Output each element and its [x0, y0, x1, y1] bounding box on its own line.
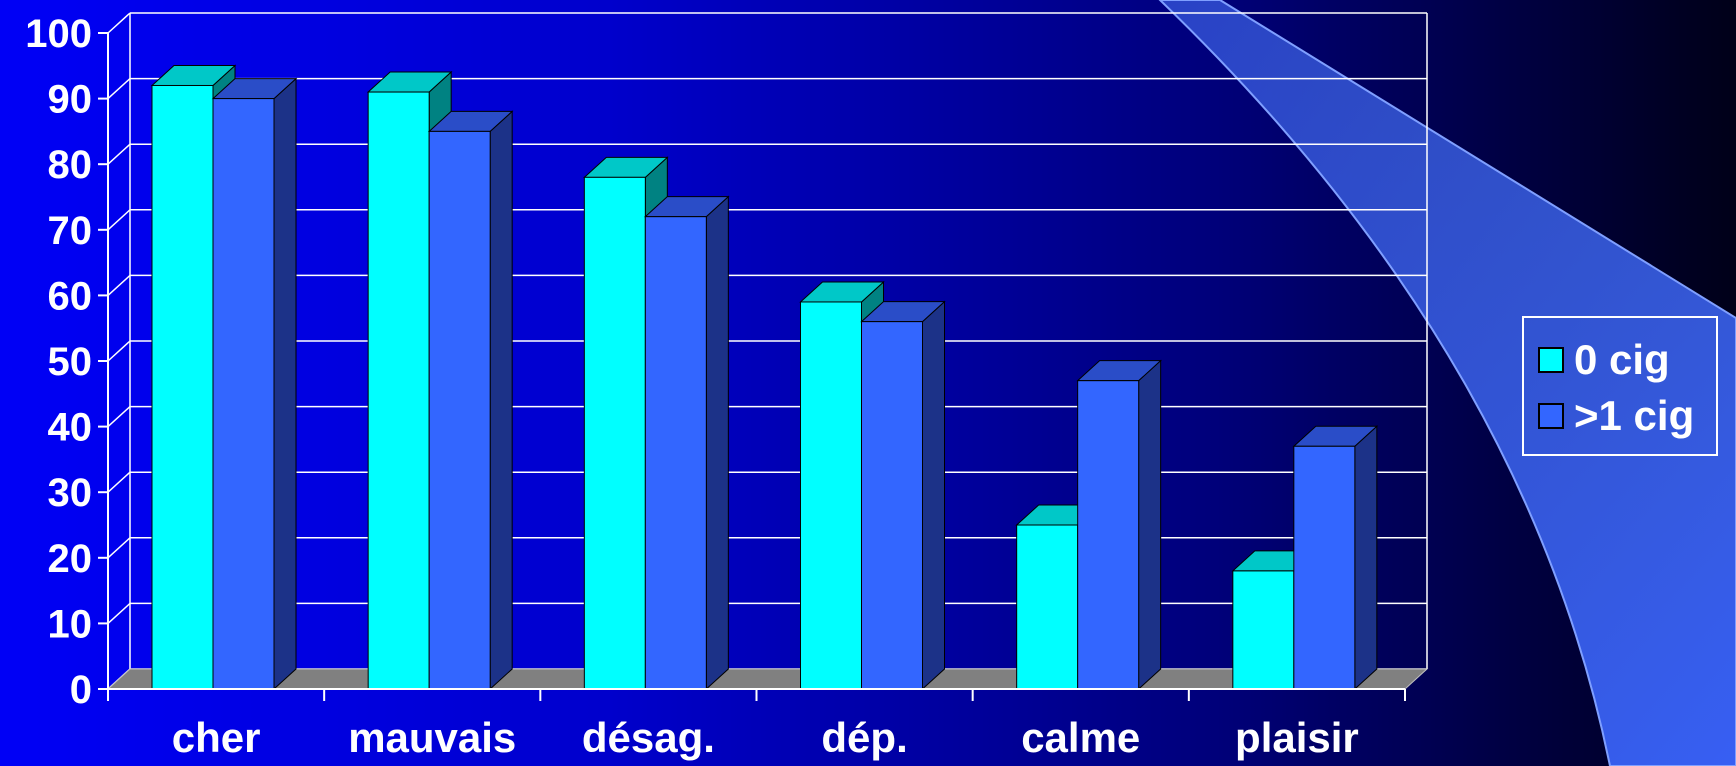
bar-front: [1293, 445, 1356, 690]
legend-swatch-1plus-cig: [1538, 403, 1564, 429]
bar-front: [644, 216, 707, 690]
y-tick-label: 80: [48, 143, 93, 187]
bar-side: [922, 300, 945, 691]
bar-front: [800, 301, 862, 690]
legend-swatch-0-cig: [1538, 347, 1564, 373]
bar-front: [428, 130, 491, 690]
legend: 0 cig >1 cig: [1522, 316, 1718, 456]
decorative-beam: [1158, 0, 1736, 766]
gridline-side: [107, 537, 131, 559]
x-tick-label: cher: [172, 714, 261, 761]
x-tick-label: dép.: [821, 714, 907, 761]
gridline-side: [107, 209, 131, 231]
gridline-side: [107, 471, 131, 493]
legend-label-1plus-cig: >1 cig: [1574, 392, 1695, 439]
gridline-side: [107, 274, 131, 296]
gridline-side: [107, 143, 131, 165]
y-tick-label: 70: [48, 209, 93, 253]
legend-label-0-cig: 0 cig: [1574, 336, 1670, 383]
y-tick-label: 60: [48, 274, 93, 318]
bar-side: [273, 77, 297, 691]
bar-1plus-cig-1: [427, 110, 514, 691]
floor-plane: [106, 668, 1429, 690]
bar-front: [367, 91, 430, 690]
gridline-side: [107, 340, 131, 362]
gridline-side: [107, 78, 131, 100]
gridline-side: [107, 602, 131, 624]
bar-front: [861, 321, 923, 690]
y-tick-label: 30: [48, 471, 93, 515]
y-tick-label: 90: [48, 78, 93, 122]
y-tick-label: 100: [25, 12, 92, 56]
bar-front: [583, 176, 646, 690]
bar-1plus-cig-0: [211, 77, 298, 691]
bar-front: [212, 98, 275, 690]
y-tick-labels: 0 10 20 30 40 50 60 70 80 90 100: [25, 12, 92, 712]
x-tick-labels: cher mauvais désag. dép. calme plaisir: [172, 714, 1359, 761]
bar-side: [1354, 425, 1378, 691]
bar-side: [489, 110, 513, 691]
bar-1plus-cig-2: [644, 195, 730, 691]
bar-1plus-cig-4: [1076, 359, 1162, 691]
y-tick-label: 50: [48, 340, 93, 384]
x-tick-label: désag.: [582, 714, 715, 761]
y-tick-label: 0: [70, 668, 92, 712]
y-tick-label: 10: [48, 602, 93, 646]
bar-front: [151, 84, 214, 690]
bar-front: [1077, 380, 1140, 690]
bar-front: [1016, 524, 1079, 690]
x-tick-label: calme: [1021, 714, 1140, 761]
chart-floor: [106, 668, 1429, 690]
y-tick-label: 20: [48, 537, 93, 581]
x-tick-label: plaisir: [1235, 714, 1359, 761]
axes: [98, 32, 1406, 701]
legend-item-1plus-cig: >1 cig: [1538, 388, 1716, 444]
x-tick-label: mauvais: [348, 714, 516, 761]
bars: [150, 64, 1379, 691]
bar-1plus-cig-5: [1292, 425, 1379, 691]
grid: [107, 12, 1428, 690]
y-tick-label: 40: [48, 406, 93, 450]
bar-side: [1138, 359, 1162, 691]
gridline-side: [107, 406, 131, 428]
bar-side: [705, 195, 729, 691]
legend-item-0-cig: 0 cig: [1538, 332, 1716, 388]
bar-front: [1232, 570, 1295, 690]
gridline-side: [107, 12, 131, 34]
bar-1plus-cig-3: [860, 300, 946, 691]
